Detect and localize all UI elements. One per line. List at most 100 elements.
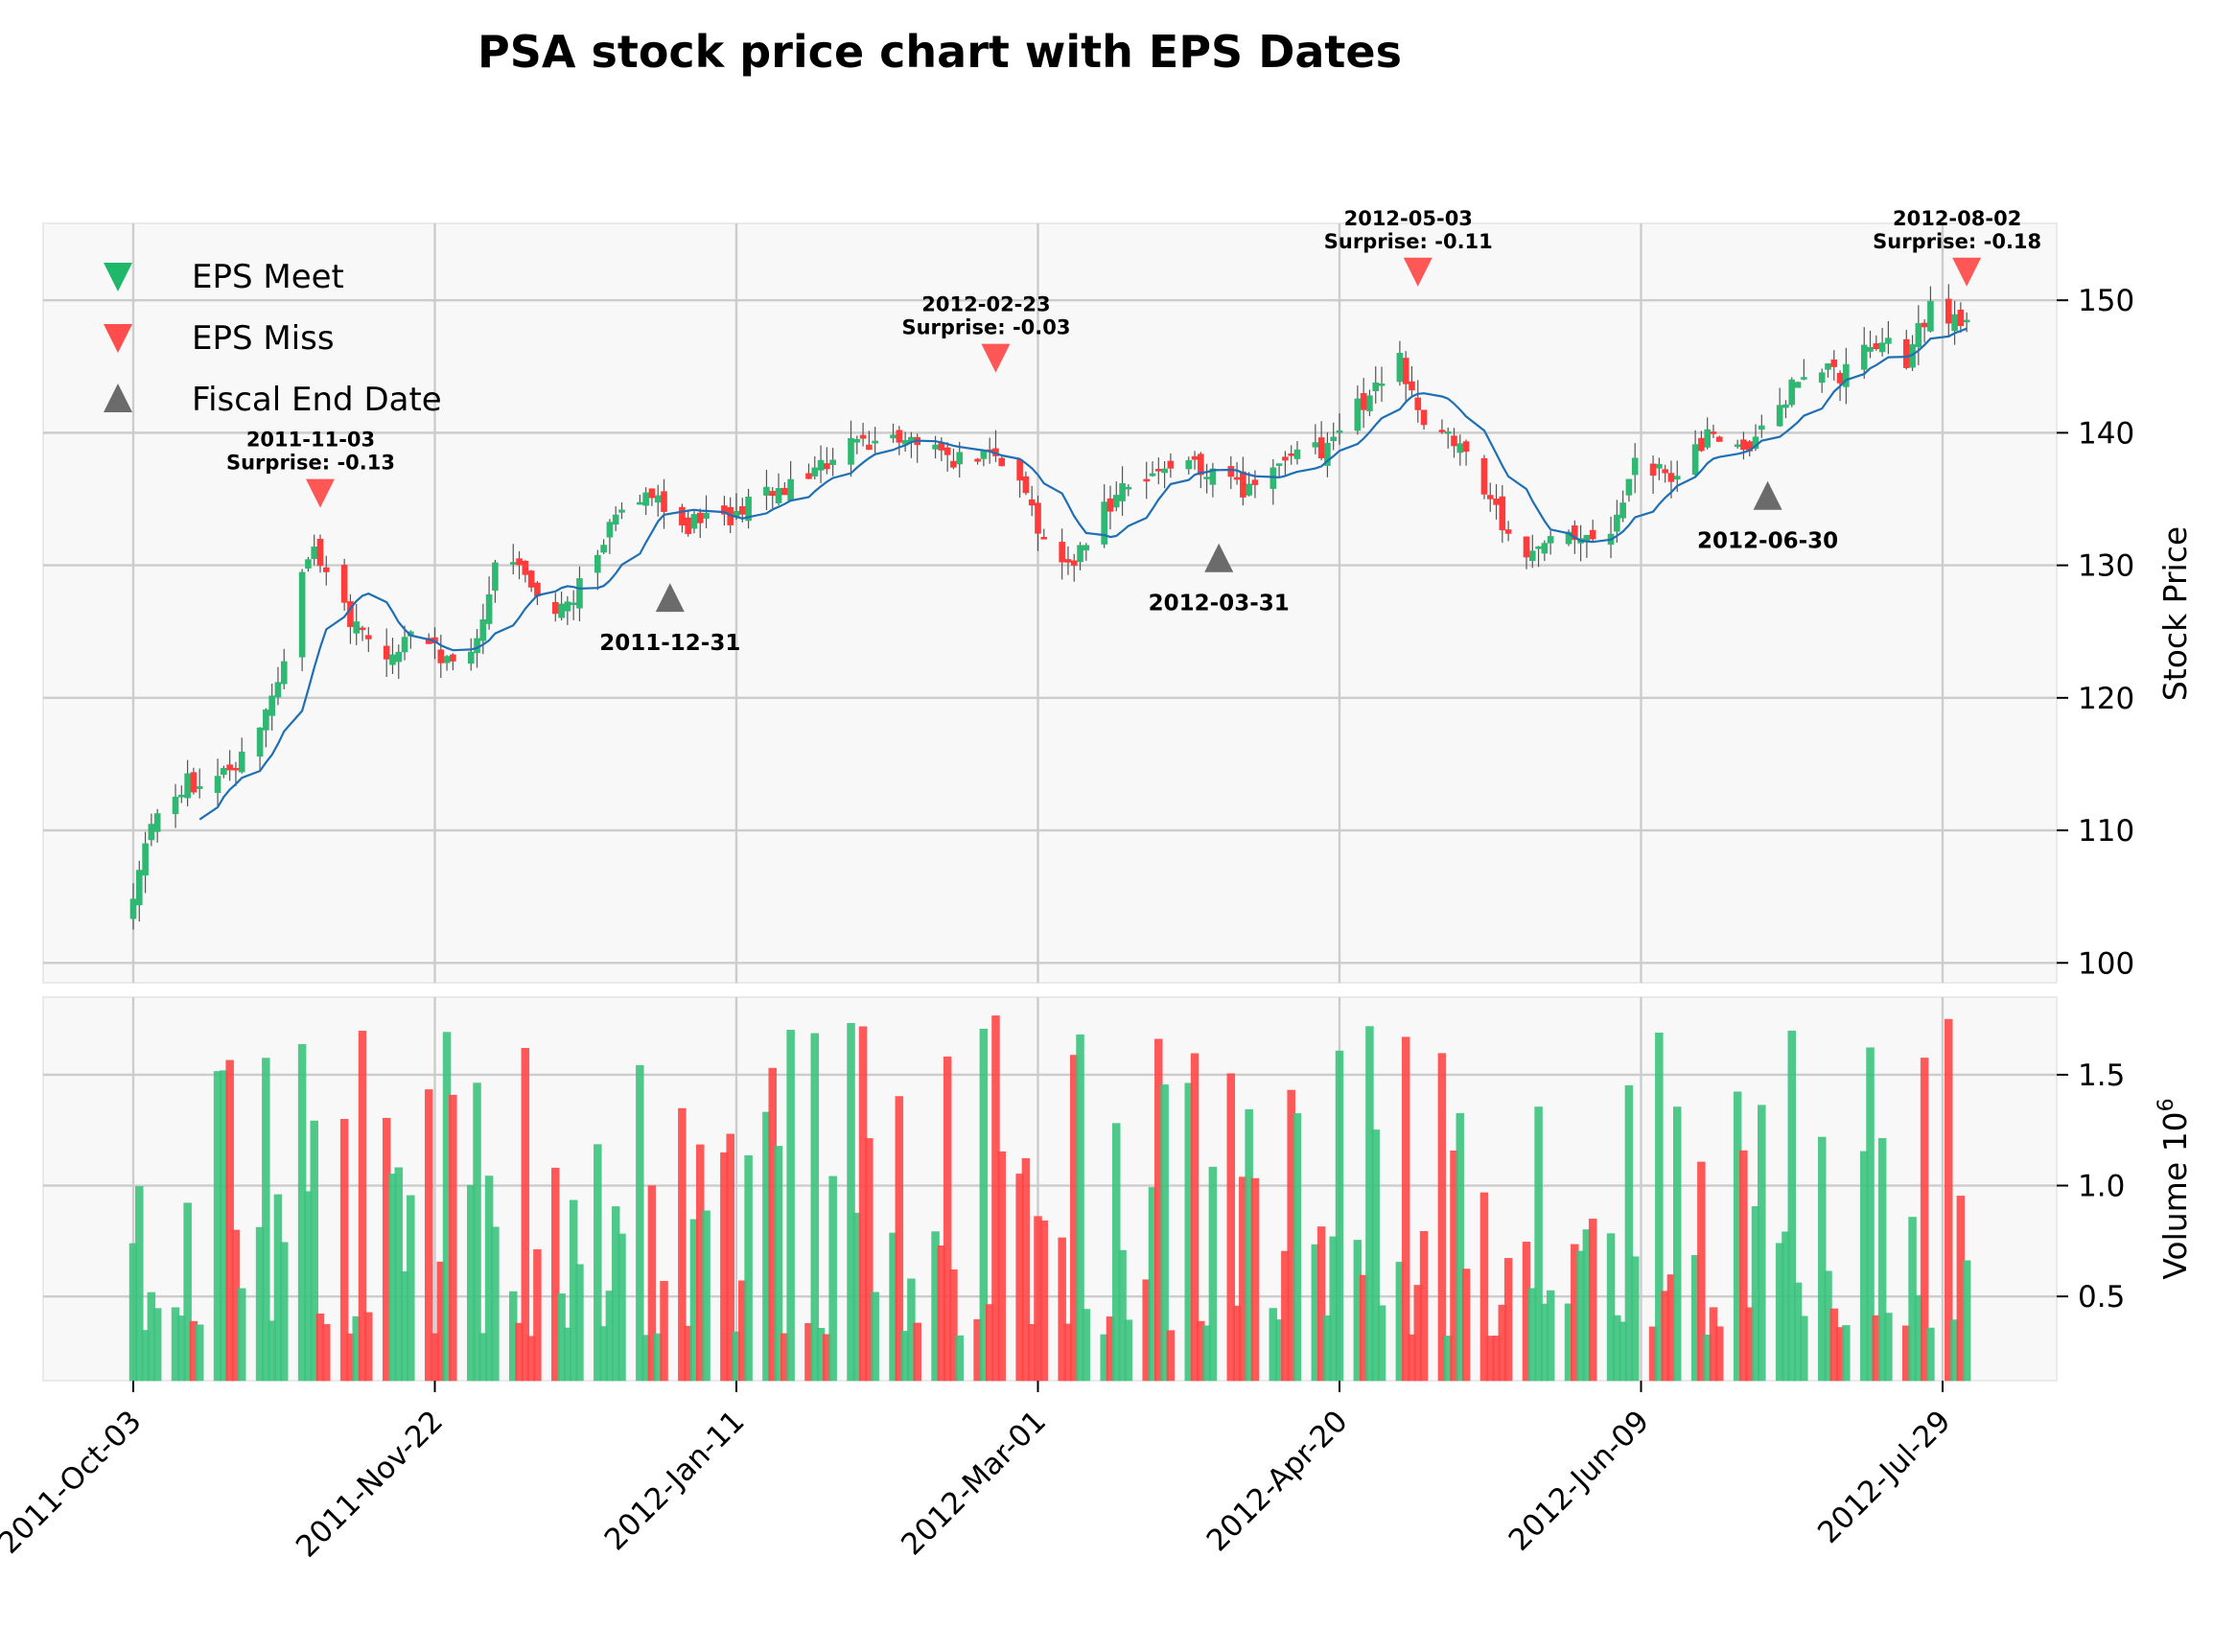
candle-body [618, 509, 625, 513]
candle-body [1209, 468, 1217, 485]
eps-date-label: 2012-05-03 [1344, 207, 1473, 230]
candle-body [896, 430, 903, 443]
candle-body [1372, 382, 1380, 391]
candle-body [232, 767, 240, 771]
candle-body [1480, 457, 1488, 495]
candle-body [1143, 478, 1151, 482]
candle-body [769, 491, 777, 497]
volume-bar [1503, 1258, 1513, 1382]
candle-body [787, 478, 794, 501]
volume-bar [1335, 1050, 1344, 1382]
candle-body [696, 512, 704, 524]
volume-bar [449, 1094, 457, 1382]
candle-body [1867, 346, 1874, 352]
candle-body [153, 813, 161, 832]
volume-bar [1534, 1106, 1543, 1382]
candle-body [853, 438, 861, 443]
chart-title: PSA stock price chart with EPS Dates [477, 26, 1402, 78]
candle-body [492, 562, 499, 591]
x-tick-label: 2011-Oct-03 [0, 1404, 149, 1560]
candle-body [353, 621, 361, 634]
candle-body [1083, 545, 1090, 551]
fiscal-end-marker [655, 583, 685, 613]
candle-body [443, 656, 451, 663]
price-tick-label: 130 [2078, 549, 2134, 584]
candle-body [703, 512, 710, 519]
volume-bar [339, 1119, 349, 1382]
volume-bar [1377, 1305, 1386, 1382]
fiscal-end-label: 2011-12-31 [599, 631, 740, 656]
candle-body [1064, 559, 1072, 563]
candle-body [340, 565, 348, 603]
volume-bar [1926, 1327, 1935, 1382]
x-tick-label: 2012-Mar-01 [895, 1404, 1053, 1562]
candle-body [938, 443, 945, 451]
candle-body [637, 501, 643, 505]
x-axis-ticks: 2011-Oct-03 2011-Nov-22 2012-Jan-11 2012-Ma… [0, 1381, 1958, 1564]
candle-body [1198, 454, 1204, 476]
candle-body [600, 545, 607, 553]
x-tick-label: 2012-Jul-29 [1811, 1404, 1958, 1550]
volume-bar [195, 1324, 204, 1382]
candle-body [1782, 404, 1789, 408]
candle-body [1945, 298, 1952, 324]
candle-body [214, 776, 221, 793]
candle-body [1288, 453, 1294, 456]
volume-bar [407, 1195, 415, 1382]
candle-body [1631, 457, 1639, 476]
volume-bar [1118, 1249, 1127, 1382]
candle-body [654, 495, 662, 503]
volume-bar [1160, 1084, 1169, 1382]
candle-body [316, 538, 324, 567]
candle-body [1523, 536, 1530, 558]
candle-body [1921, 322, 1928, 328]
candle-body [606, 522, 614, 538]
candle-body [685, 517, 691, 534]
volume-bar [1058, 1237, 1066, 1382]
candle-body [1119, 483, 1126, 501]
candle-body [1167, 460, 1175, 469]
volume-bar [1877, 1138, 1887, 1382]
candle-body [148, 824, 155, 841]
price-tick-label: 120 [2078, 682, 2134, 716]
candle-body [1402, 358, 1409, 384]
volume-bar [1588, 1219, 1597, 1382]
candle-body [1317, 437, 1325, 458]
candle-body [848, 437, 854, 465]
candle-body [1360, 393, 1367, 410]
candle-body [1275, 463, 1283, 466]
volume-bar [1884, 1313, 1893, 1382]
candle-body [1704, 429, 1711, 448]
volume-bar [1945, 1018, 1953, 1382]
candle-body [1444, 430, 1452, 434]
volume-bar [636, 1064, 644, 1382]
volume-bar [1293, 1113, 1302, 1382]
candle-body [1801, 377, 1807, 380]
eps-date-label: 2012-08-02 [1893, 207, 2021, 230]
volume-bar [594, 1144, 602, 1382]
volume-bar [521, 1048, 530, 1382]
candle-body [824, 463, 830, 470]
candle-body [190, 772, 198, 793]
x-tick-label: 2012-Apr-20 [1200, 1404, 1355, 1558]
volume-bar [262, 1058, 270, 1382]
eps-miss-marker [305, 478, 335, 508]
candle-body [745, 497, 752, 522]
legend-marker [104, 384, 132, 412]
volume-bar [828, 1175, 837, 1382]
volume-bar [1842, 1325, 1851, 1382]
candle-body [811, 467, 819, 477]
candle-body [527, 570, 535, 588]
candle-body [1185, 459, 1193, 470]
candle-body [648, 488, 656, 499]
volume-bar [1866, 1047, 1875, 1382]
candle-body [1691, 444, 1699, 476]
candle-body [817, 459, 825, 471]
candle-body [872, 440, 878, 444]
candle-body [274, 682, 282, 698]
volume-bar [913, 1322, 921, 1382]
volume-bar [225, 1059, 234, 1382]
candle-body [1462, 441, 1470, 453]
volume-bar [1456, 1112, 1465, 1382]
